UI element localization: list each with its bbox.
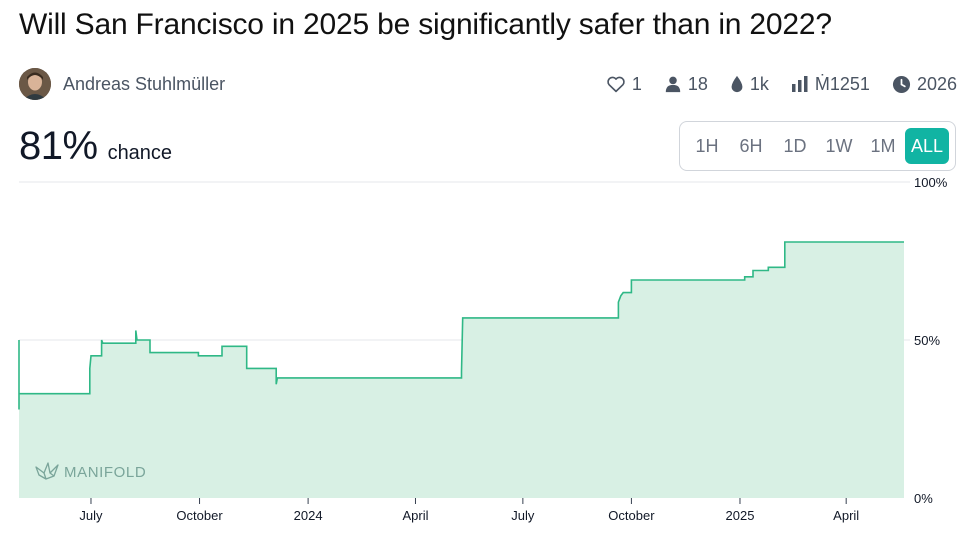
probability-display: 81% chance <box>19 124 172 169</box>
likes-stat[interactable]: 1 <box>606 74 642 95</box>
volume-amount: Ṁ1251 <box>814 73 870 94</box>
range-button-1h[interactable]: 1H <box>695 135 719 156</box>
probability-line <box>18 241 904 410</box>
traders-stat[interactable]: 18 <box>664 74 708 95</box>
crane-icon <box>35 462 59 480</box>
y-tick-label: 100% <box>914 175 948 190</box>
liquidity-amount: 1k <box>749 73 769 94</box>
liquidity-stat[interactable]: 1k <box>730 74 769 95</box>
probability-value: 81% <box>19 124 98 168</box>
range-button-1m[interactable]: 1M <box>870 135 896 156</box>
x-tick-label: April <box>402 508 428 523</box>
volume-stat[interactable]: Ṁ1251 <box>791 74 870 95</box>
avatar-icon <box>19 68 51 100</box>
bar-chart-icon <box>791 76 808 92</box>
y-tick-label: 50% <box>914 333 940 348</box>
probability-area <box>19 242 904 498</box>
question-title: Will San Francisco in 2025 be significan… <box>19 8 832 41</box>
x-tick-label: October <box>608 508 655 523</box>
author-name[interactable]: Andreas Stuhlmüller <box>63 73 226 94</box>
x-axis-labels: July October 2024 April July October 2025 April <box>79 498 859 523</box>
author[interactable]: Andreas Stuhlmüller <box>19 68 225 100</box>
market-meta: Andreas Stuhlmüller 1 18 1k <box>19 66 957 102</box>
x-tick-label: 2025 <box>726 508 755 523</box>
close-date-stat[interactable]: 2026 <box>892 74 957 95</box>
watermark-text: MANIFOLD <box>64 464 146 481</box>
probability-label: chance <box>107 142 173 164</box>
range-button-1w[interactable]: 1W <box>825 135 853 156</box>
range-button-all[interactable]: ALL <box>905 128 949 164</box>
likes-count: 1 <box>631 73 642 94</box>
y-axis-labels: 100% 50% 0% <box>914 175 948 506</box>
market-stats: 1 18 1k Ṁ1251 <box>606 74 957 95</box>
x-tick-label: 2024 <box>294 508 323 523</box>
close-year: 2026 <box>916 73 957 94</box>
droplet-icon <box>731 75 743 93</box>
probability-chart: 100% 50% 0% July October 2024 April July Octobe… <box>18 175 948 523</box>
traders-count: 18 <box>687 73 708 94</box>
range-button-1d[interactable]: 1D <box>783 135 807 156</box>
clock-icon <box>892 75 911 93</box>
x-tick-label: October <box>176 508 223 523</box>
avatar[interactable] <box>19 68 51 100</box>
x-tick-label: April <box>833 508 859 523</box>
y-tick-label: 0% <box>914 491 933 506</box>
time-range-selector: 1H 6H 1D 1W 1M ALL <box>679 121 956 171</box>
range-button-6h[interactable]: 6H <box>739 135 763 156</box>
x-tick-label: July <box>79 508 103 523</box>
manifold-watermark[interactable]: MANIFOLD <box>35 462 146 481</box>
heart-icon <box>607 76 625 93</box>
user-icon <box>665 76 681 93</box>
x-tick-label: July <box>511 508 535 523</box>
